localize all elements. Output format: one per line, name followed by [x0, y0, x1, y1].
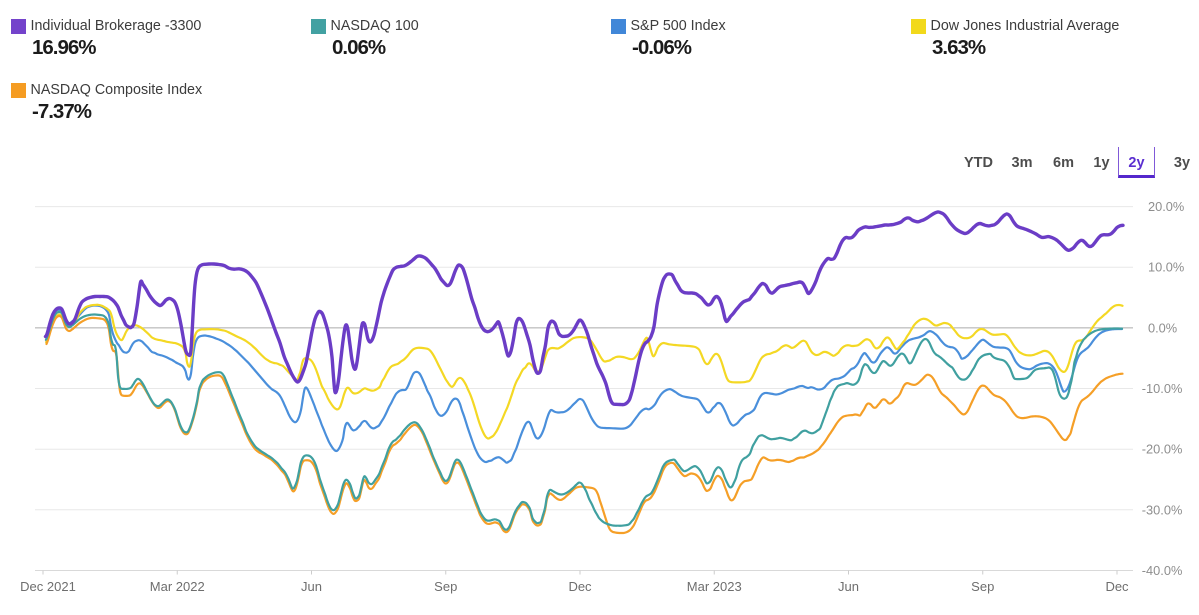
svg-text:-40.0%: -40.0%	[1142, 563, 1183, 578]
svg-text:Sep: Sep	[971, 579, 994, 594]
svg-text:Jun: Jun	[301, 579, 322, 594]
svg-text:Mar 2023: Mar 2023	[687, 579, 742, 594]
svg-text:20.0%: 20.0%	[1148, 199, 1184, 214]
svg-text:-20.0%: -20.0%	[1142, 442, 1183, 457]
svg-text:Dec 2021: Dec 2021	[20, 579, 76, 594]
svg-text:Mar 2022: Mar 2022	[150, 579, 205, 594]
svg-text:-30.0%: -30.0%	[1142, 502, 1183, 517]
svg-text:Jun: Jun	[838, 579, 859, 594]
svg-text:10.0%: 10.0%	[1148, 260, 1184, 275]
svg-text:Dec: Dec	[1105, 579, 1129, 594]
svg-text:0.0%: 0.0%	[1148, 320, 1177, 335]
svg-text:Sep: Sep	[434, 579, 457, 594]
svg-text:Dec: Dec	[568, 579, 592, 594]
svg-text:-10.0%: -10.0%	[1142, 381, 1183, 396]
